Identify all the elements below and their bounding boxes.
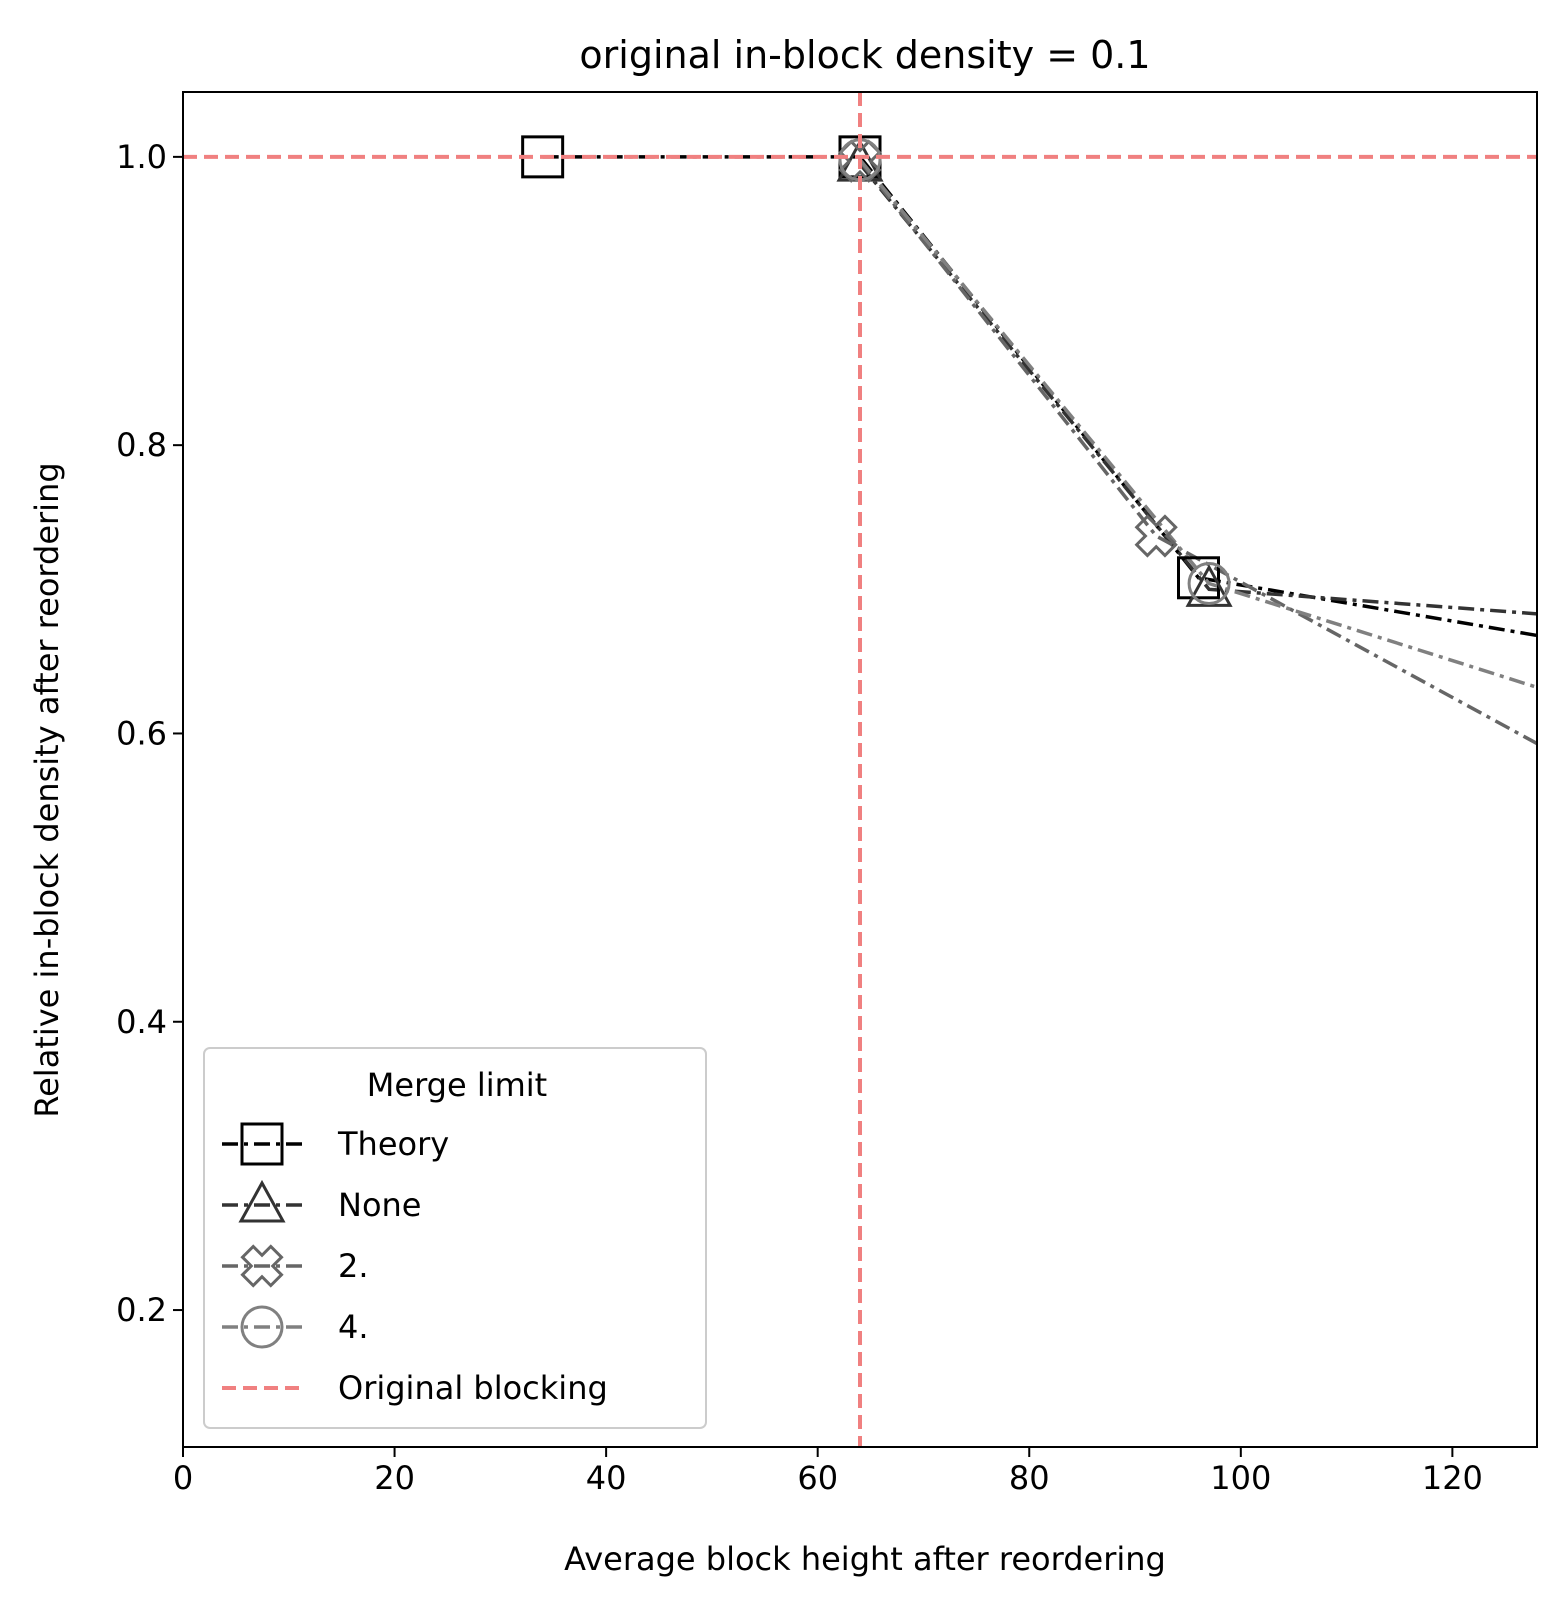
plot-frame: [182, 91, 1538, 1448]
x-tick-label: 60: [797, 1459, 838, 1497]
series-line-1: [542, 155, 1537, 638]
series-line-3: [858, 160, 1537, 746]
series-4-marker: [1187, 562, 1231, 606]
x-tick-label: 100: [1210, 1459, 1271, 1497]
x-tick-label: 80: [1009, 1459, 1050, 1497]
chart-title: original in-block density = 0.1: [579, 33, 1150, 77]
legend-marker-2: [238, 1179, 286, 1223]
series-line-4: [858, 158, 1537, 690]
y-tick-label: 0.2: [116, 1291, 167, 1329]
legend: Merge limit Theory None 2. 4. Original blocki…: [203, 1047, 707, 1429]
legend-box: [203, 1047, 707, 1429]
x-tick-label: 120: [1422, 1459, 1483, 1497]
legend-label-2: None: [338, 1186, 421, 1224]
x-tick-label: 40: [586, 1459, 627, 1497]
legend-marker-4: [240, 1305, 284, 1349]
series-1-marker: [1177, 556, 1220, 600]
series-2-marker: [1185, 564, 1233, 607]
y-tick-label: 0.8: [116, 426, 167, 464]
y-tick-label: 0.6: [116, 714, 167, 752]
legend-marker-3: [240, 1244, 284, 1288]
legend-label-4: 4.: [338, 1308, 369, 1346]
legend-marker-1: [240, 1122, 284, 1166]
legend-label-1: Theory: [337, 1125, 449, 1163]
legend-label-3: 2.: [338, 1247, 369, 1285]
x-tick-label: 20: [374, 1459, 415, 1497]
series-line-2: [858, 162, 1537, 616]
plot-area: 0 20 40 60 80 100 120 0.2 0.4 0.6 0.8 1.0: [116, 91, 1538, 1497]
legend-title: Merge limit: [367, 1066, 547, 1104]
legend-label-reference: Original blocking: [338, 1369, 608, 1407]
series-3-marker: [1134, 514, 1178, 558]
x-axis-label: Average block height after reordering: [564, 1540, 1166, 1578]
x-tick-label: 0: [173, 1459, 193, 1497]
y-tick-label: 0.4: [116, 1003, 167, 1041]
y-axis-label: Relative in-block density after reorderi…: [28, 462, 66, 1117]
y-tick-label: 1.0: [116, 138, 167, 176]
plot-inner: [183, 92, 1537, 1447]
